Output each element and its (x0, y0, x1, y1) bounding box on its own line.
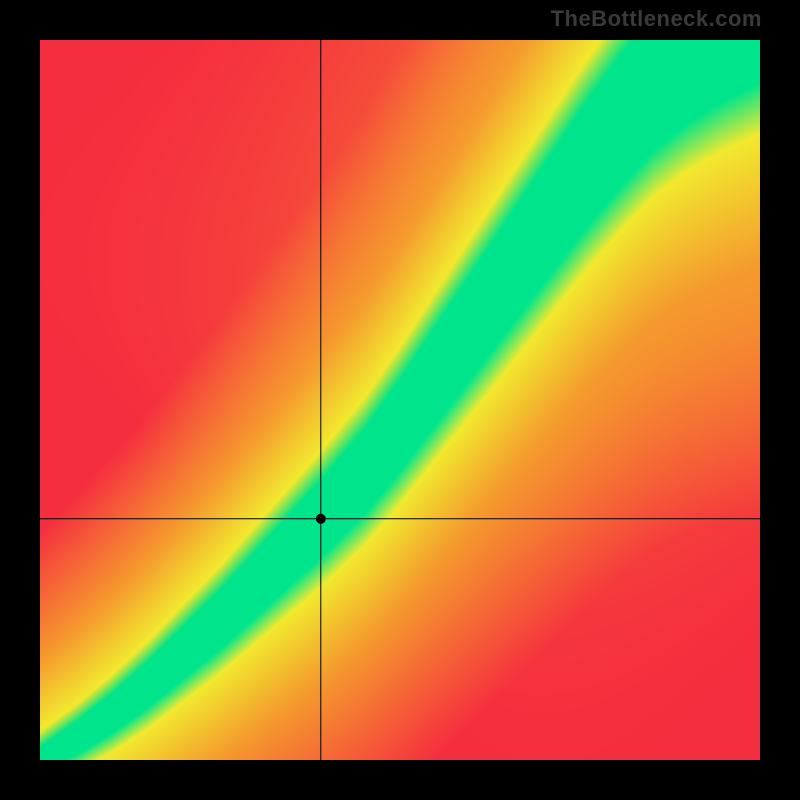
watermark-text: TheBottleneck.com (551, 6, 762, 32)
heatmap-canvas (40, 40, 760, 760)
heatmap-plot (40, 40, 760, 760)
